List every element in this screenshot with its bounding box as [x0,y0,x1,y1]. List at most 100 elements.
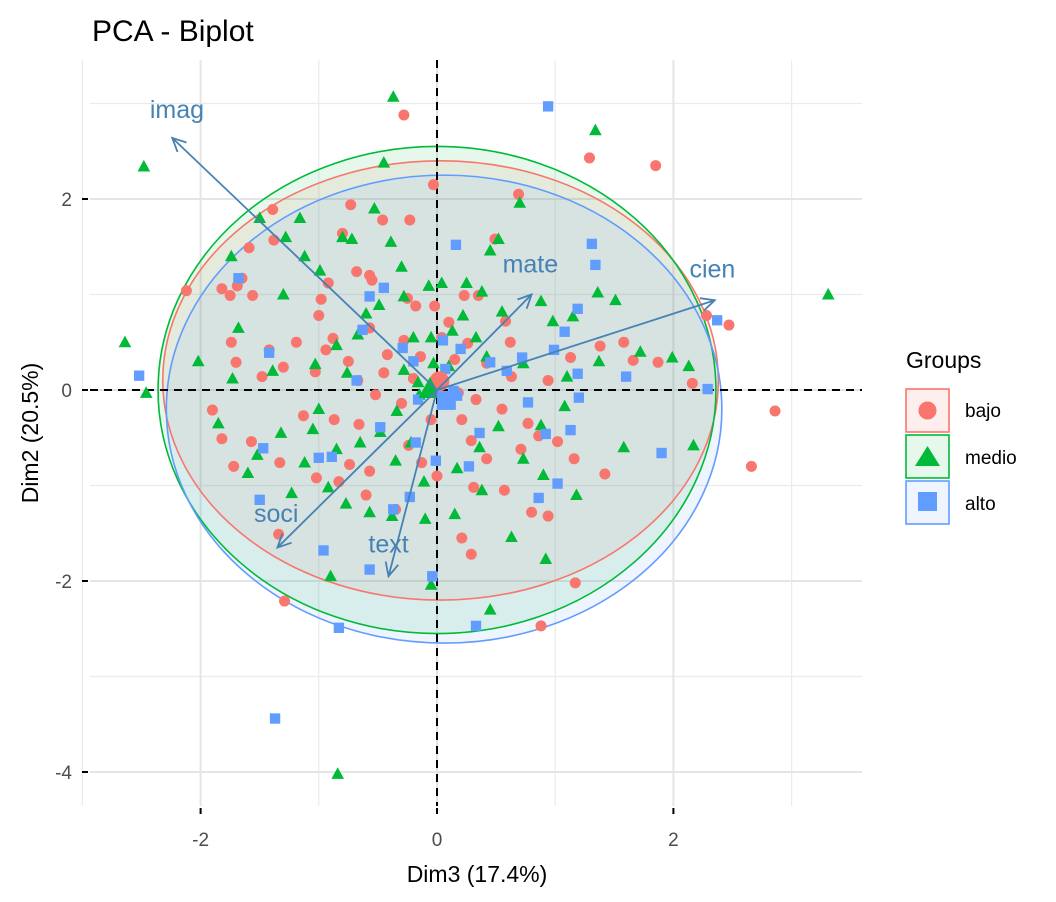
point-medio [558,399,571,412]
legend: Groups bajo medio alto [905,347,1017,525]
point-alto [552,478,563,489]
point-alto [559,326,570,337]
point-alto [450,239,462,251]
point-medio [277,287,290,300]
point-alto [470,620,482,632]
point-bajo [522,417,534,429]
point-medio [313,264,327,276]
point-medio [821,287,835,300]
point-medio [340,366,354,378]
point-medio [513,196,527,208]
point-medio [505,530,518,543]
point-bajo [456,414,468,426]
point-alto [263,347,275,358]
point-medio [566,309,580,322]
point-medio [368,201,381,214]
point-alto [269,713,281,724]
arrow-head-mate [517,293,534,309]
point-bajo [481,453,493,465]
y-tick-label: 0 [61,381,72,402]
arrow-shaft-soci [276,389,438,549]
point-bajo [404,214,416,226]
point-medio [424,578,438,590]
point-bajo [245,436,257,448]
square-icon [918,492,937,511]
arrow-head-imag [170,136,187,153]
point-bajo [360,489,372,501]
point-alto [397,342,408,354]
legend-label-medio: medio [965,448,1017,469]
point-medio [397,289,411,302]
plot-panel: imag mate cien soci text [81,60,862,806]
y-tick-label: -4 [55,763,72,784]
point-bajo [431,470,443,482]
point-bajo [297,410,309,422]
point-bajo [443,316,455,328]
point-alto [522,397,534,408]
point-medio [353,435,367,448]
point-medio [321,480,335,493]
point-bajo [652,356,664,368]
point-medio [483,243,497,256]
point-bajo [180,285,192,297]
point-medio [279,230,293,243]
point-alto [572,368,583,379]
point-alto [656,447,667,459]
point-alto [573,392,585,403]
point-medio [475,285,489,297]
point-medio [665,350,679,363]
point-medio [492,232,505,245]
point-medio [274,426,288,438]
point-bajo [247,289,259,301]
point-medio [137,159,151,172]
point-bajo [513,188,525,200]
point-medio [483,603,497,615]
point-alto [364,291,375,302]
point-bajo [410,300,422,312]
point-medio [592,354,606,367]
point-bajo [224,289,236,301]
point-bajo [310,472,322,484]
point-bajo [496,403,508,415]
point-medio [212,416,225,429]
point-bajo [370,389,382,401]
point-medio [191,354,205,367]
x-tick-label: -2 [192,830,209,851]
point-bajo [315,293,327,305]
point-medio [448,507,462,520]
point-bajo [769,405,781,417]
point-medio [418,512,432,524]
x-axis-ticks: -2 0 2 [192,808,679,851]
point-medio [682,359,696,372]
point-medio [324,569,337,582]
point-medio [422,279,436,291]
y-tick-label: -2 [55,572,72,593]
point-alto [516,352,528,363]
arrow-shaft-text [387,389,438,577]
point-medio [118,335,132,348]
point-medio [330,338,343,351]
point-bajo [552,436,564,448]
point-medio [330,442,343,455]
point-alto [333,622,345,633]
point-alto [542,101,554,112]
variable-label-imag: imag [150,96,204,124]
y-tick-label: 2 [61,190,72,211]
point-bajo [465,435,477,447]
point-alto [410,437,421,448]
point-medio [460,276,473,288]
point-bajo [290,336,302,348]
point-alto [572,303,583,314]
point-alto [408,356,419,367]
point-bajo [542,510,554,522]
point-bajo [378,367,390,379]
point-bajo [313,310,325,322]
x-tick-label: 0 [432,830,443,851]
point-alto [318,545,329,556]
point-alto [313,452,324,463]
point-bajo [333,476,345,488]
point-medio [232,321,245,333]
point-medio [384,235,398,247]
point-medio [589,123,602,136]
point-medio [397,363,411,375]
